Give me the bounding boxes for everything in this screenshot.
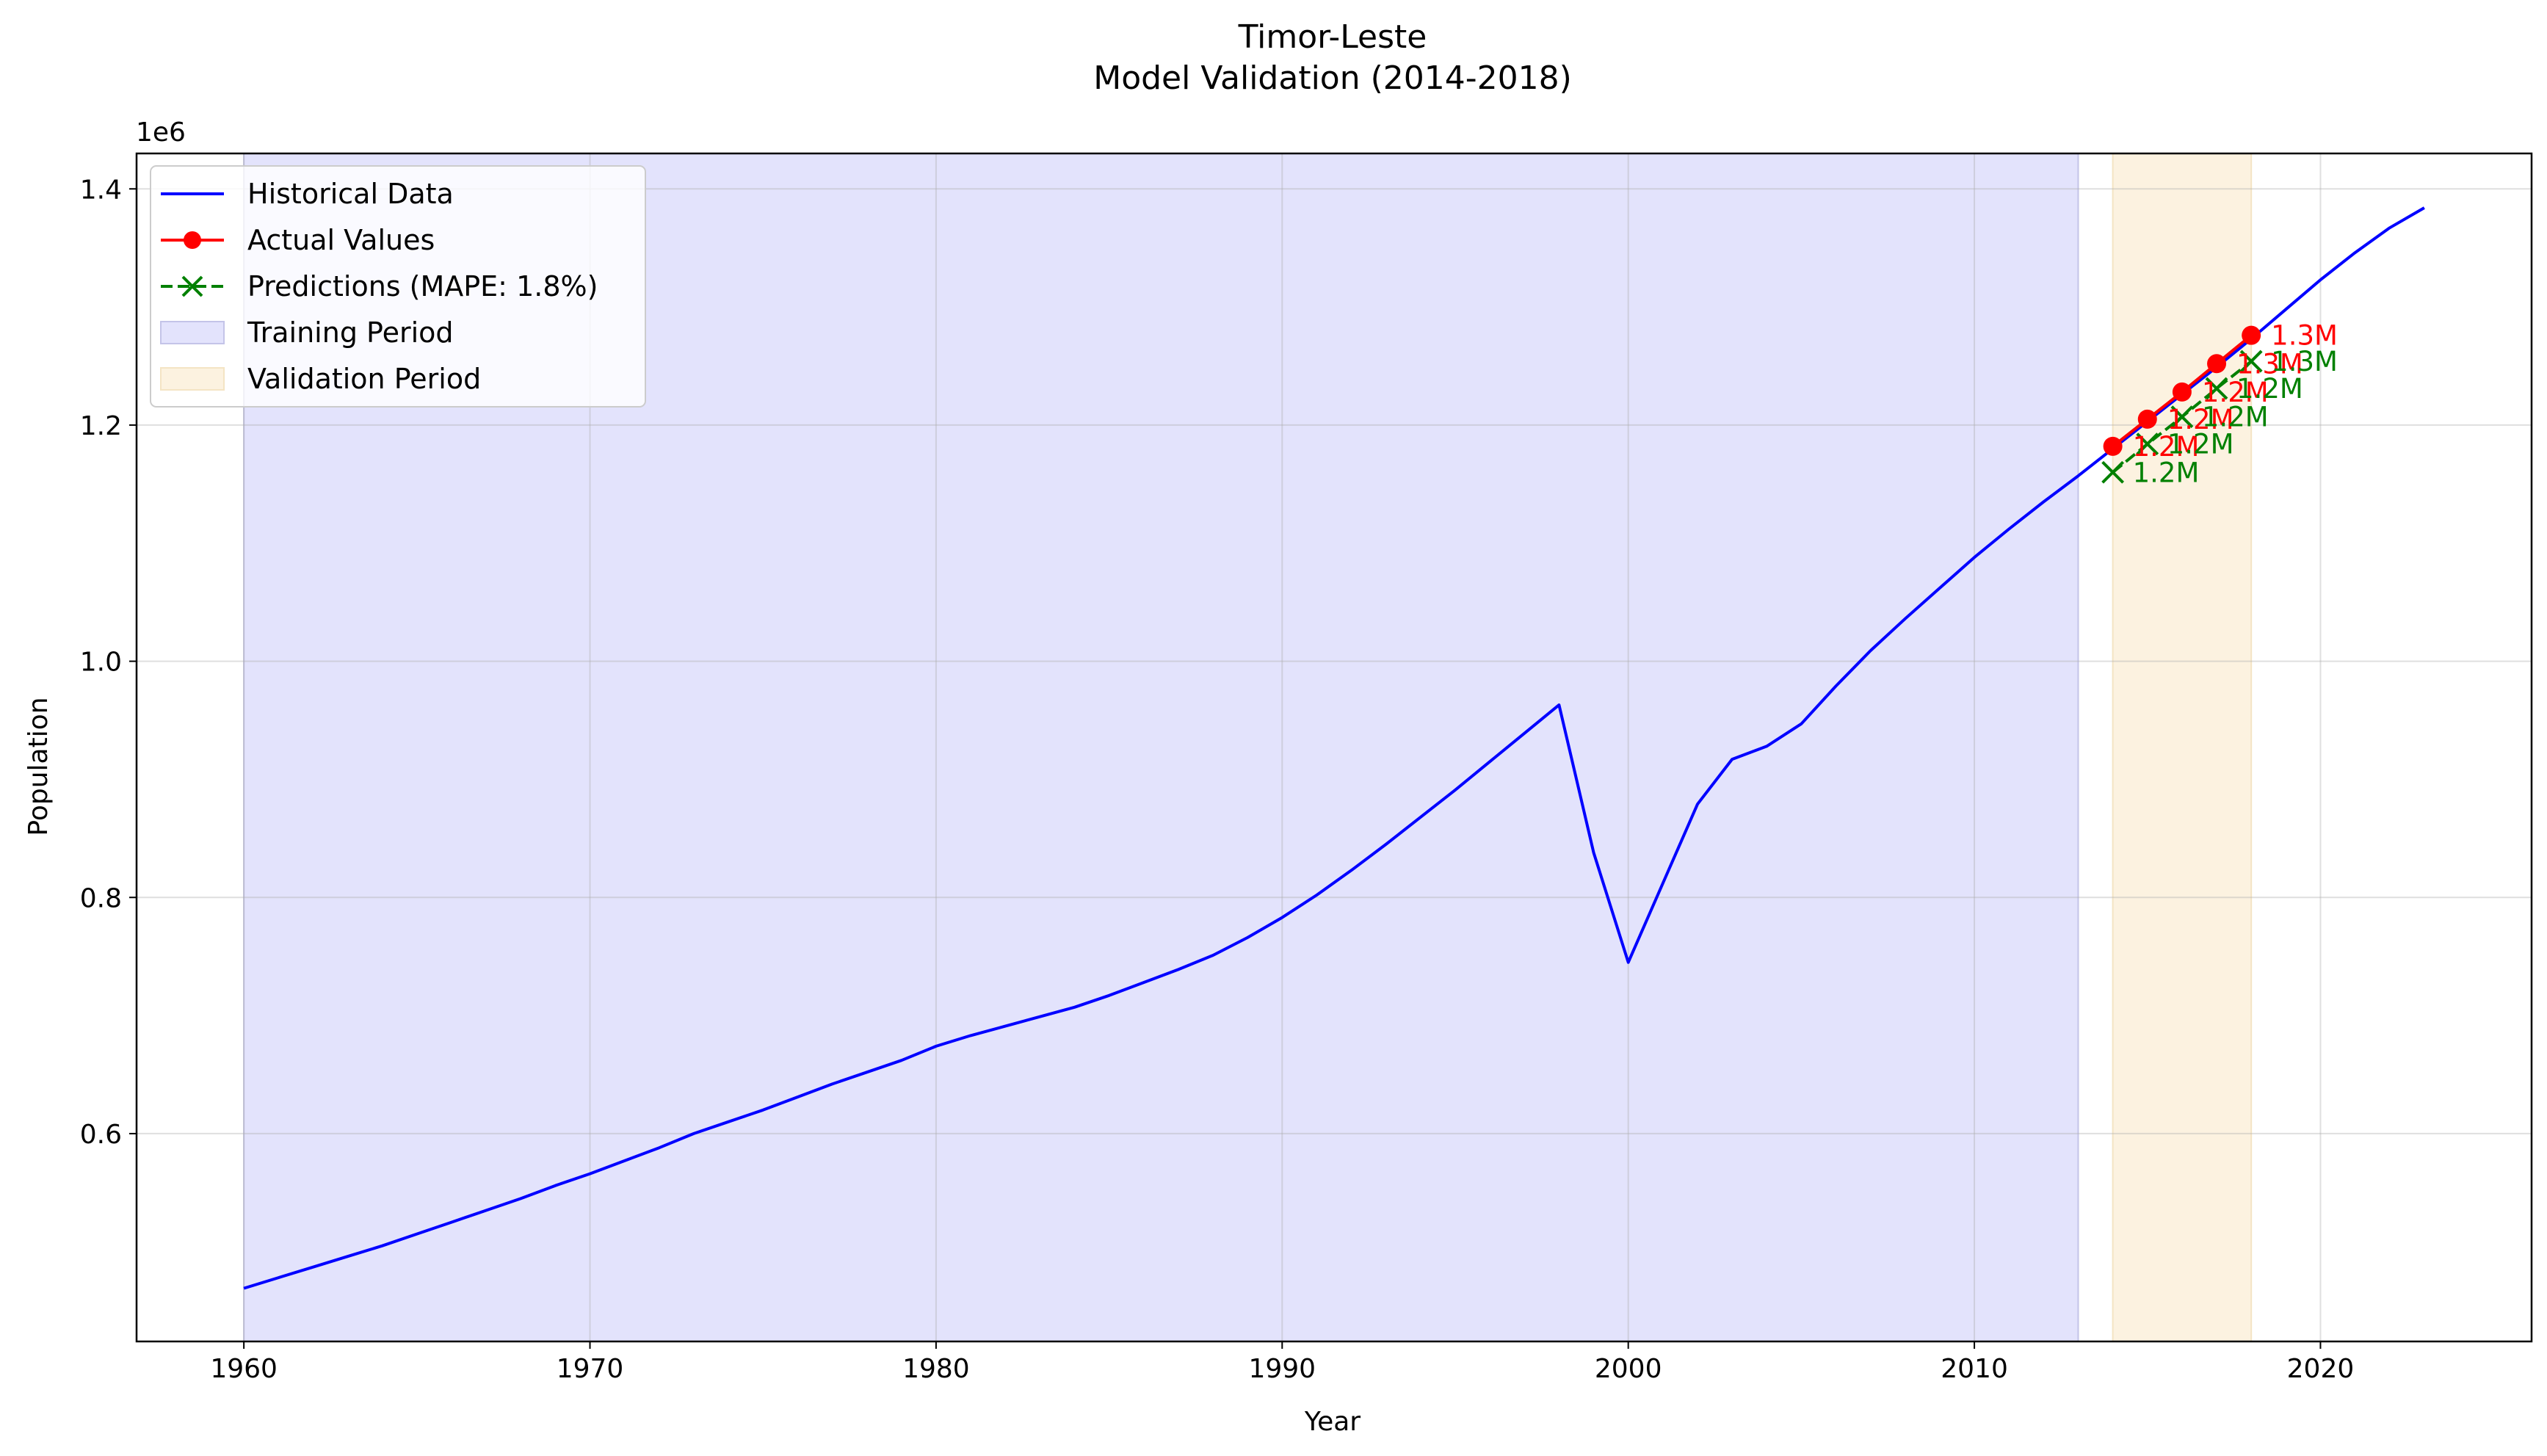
legend-label: Predictions (MAPE: 1.8%)	[247, 270, 598, 303]
series-2-point-stroke-b	[2205, 377, 2228, 400]
x-tick-label: 1970	[557, 1354, 624, 1384]
legend-swatch-patch	[160, 321, 225, 344]
series-1-point	[2172, 382, 2192, 402]
x-tick-label: 2000	[1595, 1354, 1662, 1384]
x-axis-label: Year	[1304, 1407, 1361, 1437]
legend-label: Actual Values	[247, 224, 435, 256]
legend-swatch-marker	[184, 231, 201, 249]
y-offset-label: 1e6	[136, 117, 186, 148]
y-tick-label: 1.2	[80, 411, 122, 441]
legend-item: Predictions (MAPE: 1.8%)	[161, 270, 598, 303]
series-2-point	[2136, 432, 2159, 456]
series-1-point	[2242, 325, 2261, 345]
series-1-point	[2137, 409, 2157, 429]
series-markers	[2101, 325, 2263, 484]
series-2-point-stroke-b	[2170, 405, 2194, 429]
series-1-data-label: 1.2M	[2133, 431, 2200, 463]
series-2-point	[2239, 349, 2263, 373]
series-2-data-label: 1.2M	[2202, 402, 2269, 433]
x-tick-label: 1960	[210, 1354, 278, 1384]
series-2-point-stroke-b	[2136, 432, 2159, 456]
series-2-point	[2205, 377, 2228, 400]
series-2-data-label: 1.2M	[2133, 457, 2200, 488]
legend: Historical Data Actual Values Predictions …	[150, 165, 646, 408]
tick-labels: 1960 1970 1980 1990 2000 2010 2020 0.6 0.8 1.0 1.2…	[80, 175, 2355, 1384]
x-tick-label: 2020	[2287, 1354, 2355, 1384]
legend-label: Training Period	[247, 316, 454, 349]
series-2-point	[2101, 460, 2125, 484]
chart-subtitle: Model Validation (2014-2018)	[1093, 59, 1572, 97]
y-tick-label: 0.8	[80, 883, 122, 913]
chart-title: Timor-Leste	[1238, 18, 1427, 56]
legend-item: Actual Values	[161, 224, 435, 256]
series-1-point	[2103, 436, 2123, 456]
legend-label: Validation Period	[247, 363, 481, 395]
series-1-data-label: 1.3M	[2271, 320, 2338, 352]
y-tick-label: 1.0	[80, 648, 122, 678]
legend-swatch-marker-stroke-b	[181, 275, 203, 297]
legend-item: Training Period	[160, 316, 454, 349]
legend-item: Validation Period	[160, 363, 481, 395]
series-2-data-label: 1.2M	[2167, 429, 2234, 460]
shaded-region-1	[2112, 153, 2253, 1342]
axes-frame	[135, 152, 2533, 1343]
y-axis-label: Population	[23, 697, 54, 836]
series-1-point	[2207, 354, 2227, 374]
axes	[135, 152, 2533, 1343]
series-1-data-label: 1.2M	[2202, 377, 2269, 408]
data-labels: 1.2M1.2M1.2M1.3M1.3M1.2M1.2M1.2M1.2M1.3M	[2133, 320, 2338, 489]
y-tick-label: 0.6	[80, 1120, 122, 1150]
x-tick-label: 1980	[902, 1354, 970, 1384]
x-tick-label: 2010	[1941, 1354, 2008, 1384]
legend-swatch-patch	[160, 367, 225, 391]
series-2-data-label: 1.2M	[2236, 373, 2303, 405]
series-1-data-label: 1.3M	[2236, 348, 2303, 380]
series-2-point	[2170, 405, 2194, 429]
legend-box	[150, 165, 646, 408]
legend-label: Historical Data	[247, 178, 454, 210]
series-2-point-stroke-b	[2101, 460, 2125, 484]
series-2-point-stroke-b	[2239, 349, 2263, 373]
legend-item: Historical Data	[161, 178, 454, 210]
series-2-data-label: 1.3M	[2271, 346, 2338, 377]
grid-lines	[137, 153, 2532, 1341]
legend-swatch-marker	[181, 275, 203, 297]
x-tick-label: 1990	[1248, 1354, 1316, 1384]
series-1-data-label: 1.2M	[2167, 404, 2234, 435]
series-line-0	[243, 206, 2425, 1290]
y-tick-label: 1.4	[80, 175, 122, 205]
